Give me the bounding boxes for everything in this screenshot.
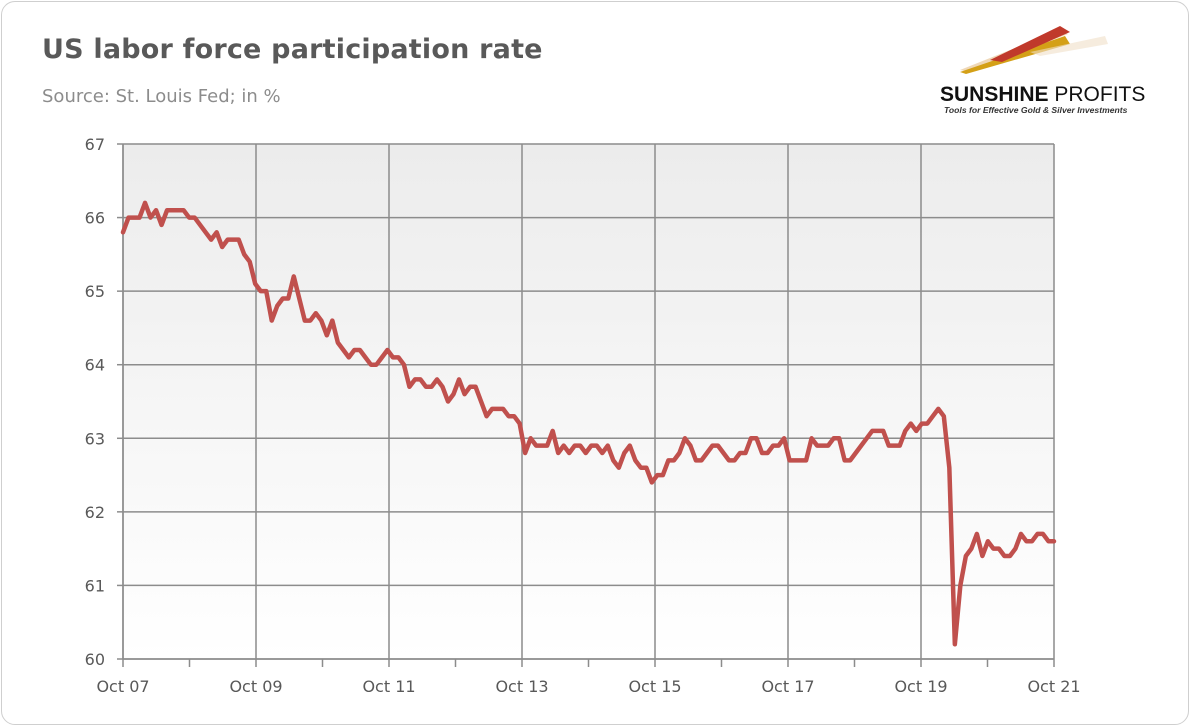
y-tick-label: 66: [85, 209, 105, 228]
y-tick-label: 61: [85, 576, 105, 595]
x-tick-label: Oct 19: [894, 677, 947, 696]
logo-brand: SUNSHINE PROFITS: [940, 83, 1145, 106]
chart-title: US labor force participation rate: [42, 34, 543, 65]
series-group: [120, 200, 1057, 647]
x-tick-label: Oct 21: [1027, 677, 1080, 696]
logo-brand-bold: SUNSHINE: [940, 83, 1049, 106]
y-axis-labels: 60 61 62 63 64 65 66 67: [85, 135, 105, 669]
x-tick-label: Oct 17: [761, 677, 814, 696]
x-tick-label: Oct 15: [628, 677, 681, 696]
x-tick-label: Oct 11: [362, 677, 415, 696]
x-axis-labels: Oct 07 Oct 09 Oct 11 Oct 13 Oct 15 Oct 17 Oct …: [96, 677, 1080, 696]
y-tick-label: 67: [85, 135, 105, 154]
y-tick-label: 64: [85, 356, 105, 375]
y-tick-label: 62: [85, 503, 105, 522]
x-tick-label: Oct 09: [229, 677, 282, 696]
series-line: [120, 200, 1057, 647]
logo-tagline: Tools for Effective Gold & Silver Invest…: [944, 105, 1128, 115]
logo-rays-icon: [960, 26, 1108, 74]
x-tick-label: Oct 13: [495, 677, 548, 696]
x-tick-label: Oct 07: [96, 677, 149, 696]
y-tick-label: 63: [85, 429, 105, 448]
y-tick-label: 65: [85, 282, 105, 301]
plot-area: [123, 144, 1054, 659]
y-tick-label: 60: [85, 650, 105, 669]
sunshine-profits-logo: SUNSHINE PROFITS Tools for Effective Gol…: [940, 26, 1145, 115]
chart-subtitle: Source: St. Louis Fed; in %: [42, 86, 281, 107]
logo-brand-light: PROFITS: [1049, 83, 1146, 106]
